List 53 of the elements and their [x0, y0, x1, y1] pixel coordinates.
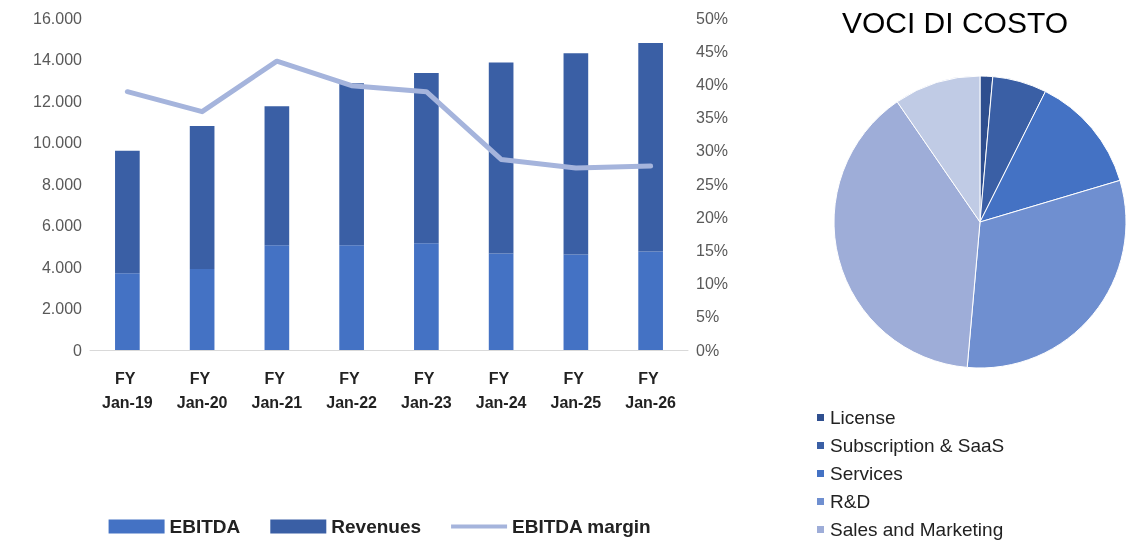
- y-tick-label: 8.000: [41, 175, 83, 193]
- x-tick-label: FY Jan-26: [625, 369, 677, 411]
- chart-title: VOCI DI COSTO: [841, 5, 1069, 39]
- y-tick-label: 14.000: [33, 51, 83, 68]
- y2-tick-label: 40%: [696, 75, 729, 93]
- y2-tick-label: 30%: [696, 142, 729, 160]
- bar: [563, 254, 589, 350]
- bar: [638, 42, 663, 252]
- y-tick-label: 4.000: [41, 258, 83, 276]
- bar: [189, 269, 215, 350]
- legend-label: License: [830, 407, 896, 428]
- x-tick-label: FY Jan-21: [251, 369, 303, 411]
- y2-tick-label: 15%: [696, 241, 729, 259]
- x-tick-label: FY Jan-19: [102, 369, 153, 411]
- y-tick-label: 6.000: [41, 217, 83, 234]
- y2-tick-label: 0%: [696, 341, 720, 359]
- y-tick-label: 2.000: [41, 300, 83, 317]
- x-tick-label: FY Jan-23: [401, 369, 452, 411]
- y-tick-label: 12.000: [33, 92, 83, 110]
- bar: [488, 62, 514, 254]
- legend-label: EBITDA margin: [512, 516, 651, 537]
- legend-label: Sales and Marketing: [830, 519, 1004, 540]
- x-tick-label: FY Jan-20: [176, 369, 228, 411]
- legend-label: R&D: [830, 491, 871, 512]
- bar: [563, 53, 589, 255]
- x-tick-label: FY Jan-22: [326, 369, 378, 411]
- y-tick-label: 10.000: [33, 134, 83, 151]
- y2-tick-label: 5%: [696, 308, 720, 326]
- y-tick-label: 16.000: [33, 9, 83, 27]
- y2-tick-label: 35%: [696, 109, 729, 127]
- bar: [115, 273, 140, 350]
- y2-tick-label: 25%: [696, 175, 729, 193]
- bar: [264, 245, 290, 350]
- bar: [638, 251, 663, 350]
- y-tick-label: 0: [73, 341, 83, 359]
- legend-label: EBITDA: [169, 516, 241, 537]
- bar: [488, 253, 514, 350]
- bar: [414, 243, 439, 350]
- y2-tick-label: 10%: [696, 275, 729, 293]
- legend-label: Subscription & SaaS: [830, 435, 1005, 456]
- bar: [264, 106, 290, 246]
- bar: [339, 245, 364, 350]
- bar: [339, 83, 364, 246]
- bar: [414, 72, 439, 244]
- x-tick-label: FY Jan-25: [550, 369, 602, 411]
- bar: [115, 150, 140, 274]
- y2-tick-label: 45%: [696, 42, 729, 60]
- legend-label: Revenues: [331, 516, 422, 537]
- legend-label: Services: [830, 463, 903, 484]
- bar: [189, 125, 215, 270]
- x-tick-label: FY Jan-24: [475, 369, 527, 411]
- y2-tick-label: 50%: [696, 9, 729, 27]
- y2-tick-label: 20%: [696, 208, 729, 226]
